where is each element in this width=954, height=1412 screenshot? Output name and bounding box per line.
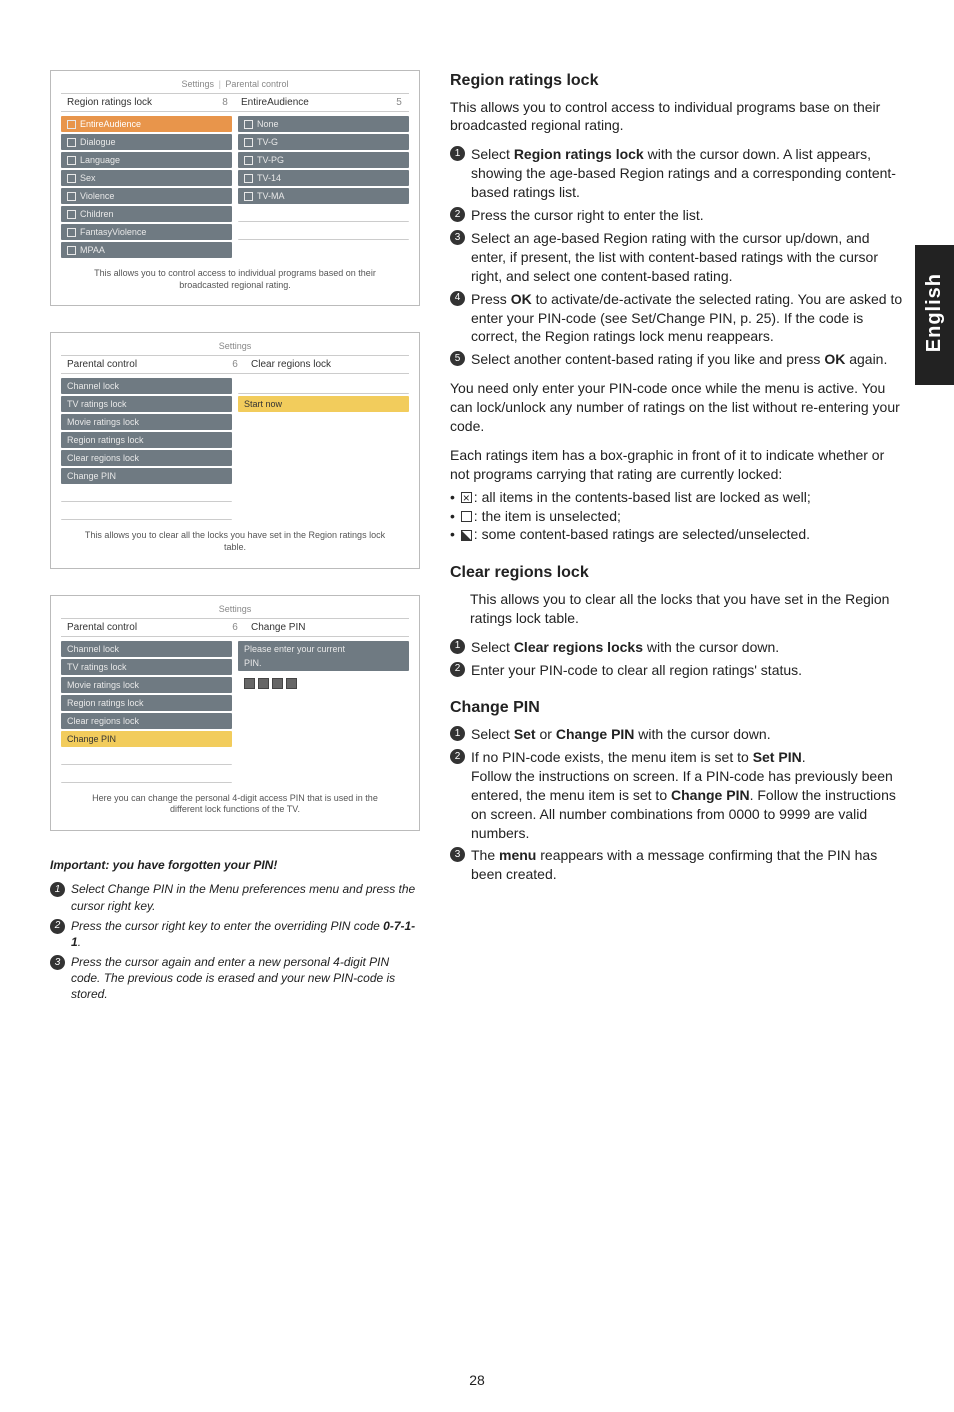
list-item: Children (61, 206, 232, 222)
intro-region: This allows you to control access to ind… (450, 98, 904, 136)
important-note: Important: you have forgotten your PIN! … (50, 857, 420, 1003)
right-column: Region ratings lock This allows you to c… (450, 70, 904, 1013)
heading-changepin: Change PIN (450, 697, 904, 719)
step: Select Region ratings lock with the curs… (471, 145, 904, 202)
crumb-right: Parental control (225, 79, 288, 89)
list-item: MPAA (61, 242, 232, 258)
list-item (238, 224, 409, 240)
list-item: None (238, 116, 409, 132)
step: Enter your PIN-code to clear all region … (471, 661, 802, 680)
crumb-left: Settings (182, 79, 215, 89)
list-item: TV-14 (238, 170, 409, 186)
head-right: EntireAudience (235, 97, 389, 108)
list-item: Change PIN (61, 468, 232, 484)
left-list: EntireAudience Dialogue Language Sex Vio… (61, 116, 232, 258)
list-item: Region ratings lock (61, 695, 232, 711)
list-item: Clear regions lock (61, 450, 232, 466)
tvbox-clear-regions: Settings Parental control 6 Clear region… (50, 332, 420, 568)
right-list: Please enter your current PIN. (238, 641, 409, 783)
important-step: Press the cursor right key to enter the … (71, 918, 420, 950)
legend: : all items in the contents-based list a… (450, 488, 904, 545)
pin-prompt: Please enter your current PIN. (238, 641, 409, 671)
important-title: Important: you have forgotten your PIN! (50, 857, 420, 873)
pin-squares (238, 673, 409, 692)
list-item: Dialogue (61, 134, 232, 150)
left-list: Channel lock TV ratings lock Movie ratin… (61, 641, 232, 783)
important-step: Select Change PIN in the Menu preference… (71, 881, 420, 913)
list-item: Change PIN (61, 731, 232, 747)
tvbox-region-ratings: Settings | Parental control Region ratin… (50, 70, 420, 306)
list-item (61, 767, 232, 783)
crumb: Settings (219, 341, 252, 351)
head-right: Clear regions lock (245, 359, 409, 370)
language-tab: English (915, 245, 954, 385)
footnote: Here you can change the personal 4-digit… (61, 793, 409, 816)
list-item: Start now (238, 396, 409, 412)
head-left: Parental control (61, 359, 225, 370)
head-num: 6 (225, 359, 245, 370)
list-item: Region ratings lock (61, 432, 232, 448)
step: Select Clear regions locks with the curs… (471, 638, 779, 657)
head-left: Region ratings lock (61, 97, 215, 108)
step: Select another content-based rating if y… (471, 350, 887, 369)
head-right: Change PIN (245, 622, 409, 633)
important-step: Press the cursor again and enter a new p… (71, 954, 420, 1003)
head-num-left: 8 (215, 97, 235, 108)
list-item: TV ratings lock (61, 659, 232, 675)
list-item: Sex (61, 170, 232, 186)
crumb: Settings (219, 604, 252, 614)
head-num-right: 5 (389, 97, 409, 108)
list-item (238, 378, 409, 394)
page-number: 28 (0, 1372, 954, 1388)
step: Press the cursor right to enter the list… (471, 206, 704, 225)
list-item: Channel lock (61, 641, 232, 657)
list-item: FantasyViolence (61, 224, 232, 240)
checkbox-empty-icon (461, 511, 472, 522)
note-p2: Each ratings item has a box-graphic in f… (450, 446, 904, 484)
list-item: TV-MA (238, 188, 409, 204)
list-item (61, 486, 232, 502)
step: Select an age-based Region rating with t… (471, 229, 904, 286)
tvbox-change-pin: Settings Parental control 6 Change PIN C… (50, 595, 420, 831)
step: Press OK to activate/de-activate the sel… (471, 290, 904, 347)
heading-clear: Clear regions lock (450, 562, 904, 584)
right-list: None TV-G TV-PG TV-14 TV-MA (238, 116, 409, 258)
list-item: Movie ratings lock (61, 677, 232, 693)
language-label: English (923, 273, 946, 352)
step: If no PIN-code exists, the menu item is … (471, 748, 904, 842)
right-list: Start now (238, 378, 409, 520)
intro-clear: This allows you to clear all the locks t… (450, 590, 904, 628)
footnote: This allows you to clear all the locks y… (61, 530, 409, 553)
list-item (61, 504, 232, 520)
step: The menu reappears with a message confir… (471, 846, 904, 884)
list-item: Clear regions lock (61, 713, 232, 729)
checkbox-x-icon (461, 492, 472, 503)
left-column: Settings | Parental control Region ratin… (50, 70, 420, 1013)
head-num: 6 (225, 622, 245, 633)
list-item (61, 749, 232, 765)
heading-region: Region ratings lock (450, 70, 904, 92)
list-item: EntireAudience (61, 116, 232, 132)
list-item: TV-G (238, 134, 409, 150)
footnote: This allows you to control access to ind… (61, 268, 409, 291)
head-left: Parental control (61, 622, 225, 633)
left-list: Channel lock TV ratings lock Movie ratin… (61, 378, 232, 520)
list-item: Movie ratings lock (61, 414, 232, 430)
list-item: Channel lock (61, 378, 232, 394)
checkbox-half-icon (461, 530, 472, 541)
step: Select Set or Change PIN with the cursor… (471, 725, 771, 744)
list-item: TV ratings lock (61, 396, 232, 412)
note-p1: You need only enter your PIN-code once w… (450, 379, 904, 436)
list-item: Violence (61, 188, 232, 204)
list-item: Language (61, 152, 232, 168)
list-item (238, 206, 409, 222)
list-item: TV-PG (238, 152, 409, 168)
